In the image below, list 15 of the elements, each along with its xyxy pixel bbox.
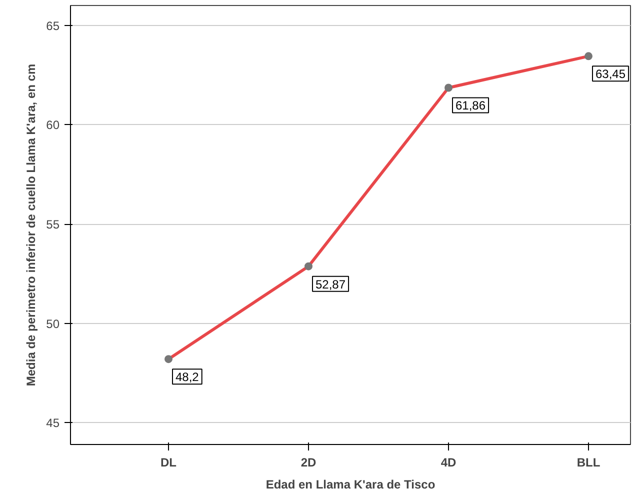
x-tick-label: 2D <box>300 456 317 470</box>
x-tick-label: 4D <box>440 456 457 470</box>
data-label: 63,45 <box>596 67 626 82</box>
y-axis-title: Media de perimetro inferior de cuello Llama K'ara, en cm <box>24 64 38 386</box>
y-tick-label: 65 <box>46 18 60 33</box>
data-label: 52,87 <box>316 277 346 292</box>
data-label: 48,2 <box>176 370 200 384</box>
x-tick-label: BLL <box>576 456 600 470</box>
x-axis-title: Edad en Llama K'ara de Tisco <box>266 478 436 492</box>
y-tick-label: 55 <box>46 218 60 232</box>
y-tick-label: 45 <box>46 416 60 430</box>
y-tick-label: 60 <box>46 118 60 132</box>
data-label: 61,86 <box>456 98 486 113</box>
x-tick-label: DL <box>160 456 176 470</box>
y-tick-label: 50 <box>46 316 60 331</box>
